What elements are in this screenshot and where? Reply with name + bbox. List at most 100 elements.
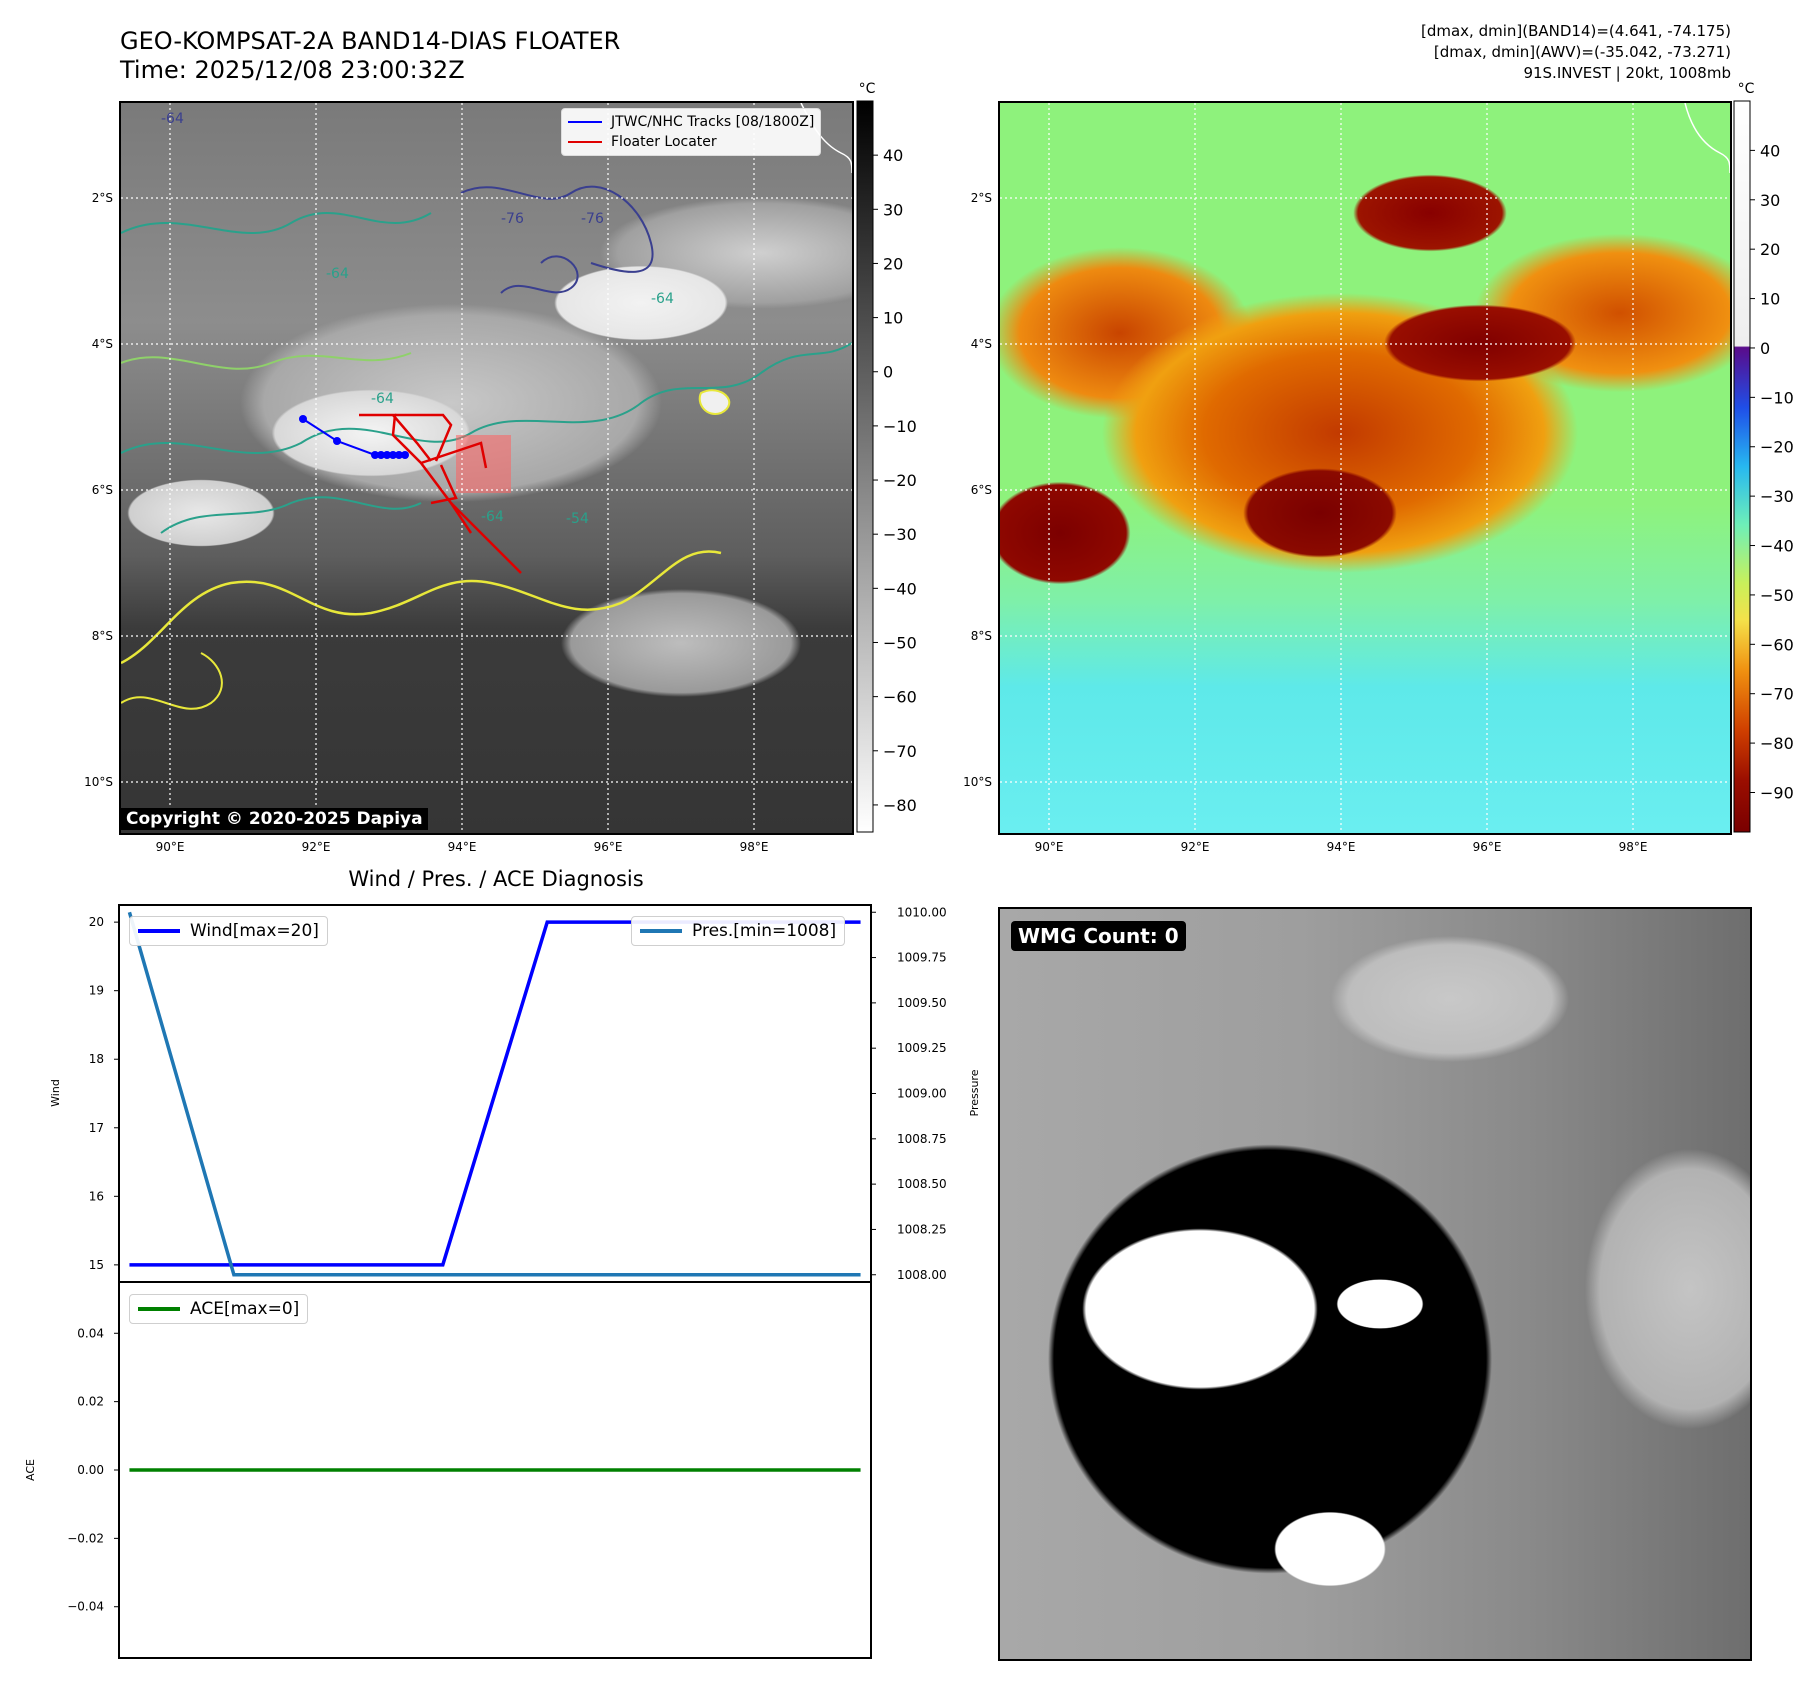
ace-axis-ticks: 0.04 0.02 0.00 −0.02 −0.04 (67, 1326, 119, 1614)
axis-tick-label: 1009.25 (897, 1041, 947, 1055)
colorbar-tick-label: −40 (883, 579, 917, 598)
lon-label: 90°E (156, 840, 185, 854)
info-band14-range: [dmax, dmin](BAND14)=(4.641, -74.175) (1420, 22, 1731, 40)
awv-lon-labels: 90°E 92°E 94°E 96°E 98°E (1035, 840, 1648, 854)
lat-label: 4°S (92, 337, 113, 351)
axis-tick-label: −0.04 (67, 1600, 104, 1614)
axis-tick-label: 1008.25 (897, 1222, 947, 1236)
lat-label: 6°S (971, 483, 992, 497)
axis-tick-label: 1010.00 (897, 905, 947, 919)
lon-label: 96°E (1473, 840, 1502, 854)
colorbar-tick-label: −60 (1760, 635, 1794, 654)
axis-tick-label: 20 (89, 915, 104, 929)
wmg-count-badge: WMG Count: 0 (1011, 921, 1186, 951)
wind-legend-label: Wind[max=20] (190, 921, 319, 941)
contour-label: -76 (581, 211, 604, 227)
contour-label: -64 (161, 111, 184, 127)
awv-colorbar-ticks: 40 30 20 10 0 −10 −20 −30 −40 −50 −60 −70 −80 −90 (1750, 141, 1794, 802)
colorbar-tick-label: −20 (883, 471, 917, 490)
wind-line-icon (138, 929, 180, 933)
colorbar-tick-label: 20 (883, 254, 903, 273)
track-line-icon (568, 121, 602, 123)
colorbar-tick-label: −50 (883, 633, 917, 652)
lon-label: 92°E (1181, 840, 1210, 854)
figure-title: GEO-KOMPSAT-2A BAND14-DIAS FLOATER (120, 27, 621, 55)
ir-lon-labels: 90°E 92°E 94°E 96°E 98°E (156, 840, 769, 854)
colorbar-tick-label: −60 (883, 688, 917, 707)
lon-label: 98°E (740, 840, 769, 854)
series-line-wind (129, 920, 861, 1267)
lat-label: 8°S (971, 629, 992, 643)
awv-lat-labels: 2°S 4°S 6°S 8°S 10°S (963, 191, 992, 789)
copyright-badge: Copyright © 2020-2025 Dapiya (121, 808, 428, 830)
colorbar-tick-label: −50 (1760, 586, 1794, 605)
contour-label: -76 (501, 211, 524, 227)
info-awv-range: [dmax, dmin](AWV)=(-35.042, -73.271) (1433, 43, 1731, 61)
colorbar-tick-label: −90 (1760, 783, 1794, 802)
contour-labels: -64 -76 -76 -64 -64 -64 -64 -54 (161, 111, 674, 527)
contour-label: -54 (566, 511, 589, 527)
colorbar-tick-label: −30 (883, 525, 917, 544)
pressure-axis-label: Pressure (968, 1069, 981, 1116)
awv-colorbar-unit: °C (1738, 81, 1755, 97)
wmg-image (998, 907, 1752, 1661)
lon-label: 96°E (594, 840, 623, 854)
ir-colorbar-unit: °C (859, 81, 876, 97)
colorbar-tick-label: −30 (1760, 487, 1794, 506)
contour-label: -64 (651, 291, 674, 307)
pressure-legend: Pres.[min=1008] (631, 916, 846, 946)
diagnosis-chart: 20 19 18 17 16 15 1010.00 1009.75 1009.50 1009.2… (24, 904, 981, 1659)
colorbar-tick-label: −10 (1760, 388, 1794, 407)
wind-axis-ticks: 20 19 18 17 16 15 (89, 915, 119, 1272)
colorbar-tick-label: −70 (1760, 685, 1794, 704)
axis-tick-label: 16 (89, 1189, 104, 1203)
wind-legend: Wind[max=20] (129, 916, 328, 946)
diagnosis-title: Wind / Pres. / ACE Diagnosis (348, 867, 644, 891)
legend-tracks-label: JTWC/NHC Tracks [08/1800Z] (611, 114, 815, 130)
wind-axis-label: Wind (49, 1079, 62, 1107)
colorbar-tick-label: 20 (1760, 240, 1780, 259)
map-legend: JTWC/NHC Tracks [08/1800Z] Floater Locat… (561, 108, 822, 156)
ir-colorbar-ticks: 40 30 20 10 0 −10 −20 −30 −40 −50 −60 −70 −80 (873, 146, 917, 815)
contour-label: -64 (326, 266, 349, 282)
colorbar-tick-label: 0 (1760, 339, 1770, 358)
ace-legend: ACE[max=0] (129, 1294, 309, 1324)
axis-tick-label: 0.04 (77, 1326, 104, 1340)
ir-overlay: -64 -76 -76 -64 -64 -64 -64 -54 (121, 103, 852, 833)
ir-colorbar (856, 100, 874, 833)
lat-label: 10°S (84, 775, 113, 789)
pressure-line-icon (640, 929, 682, 933)
axis-tick-label: 1009.50 (897, 996, 947, 1010)
lat-label: 10°S (963, 775, 992, 789)
colorbar-tick-label: −10 (883, 417, 917, 436)
lon-label: 98°E (1619, 840, 1648, 854)
axis-tick-label: 1008.00 (897, 1268, 947, 1282)
lat-label: 2°S (971, 191, 992, 205)
contour-label: -64 (371, 391, 394, 407)
axis-tick-label: 1009.00 (897, 1087, 947, 1101)
awv-colorbar (1733, 100, 1751, 833)
colorbar-tick-label: 30 (1760, 191, 1780, 210)
lat-label: 2°S (92, 191, 113, 205)
ace-line-icon (138, 1307, 180, 1311)
axis-tick-label: 1009.75 (897, 951, 947, 965)
ir-satellite-image: -64 -76 -76 -64 -64 -64 -64 -54 (119, 101, 854, 835)
axis-tick-label: −0.02 (67, 1531, 104, 1545)
colorbar-tick-label: −80 (1760, 734, 1794, 753)
colorbar-tick-label: −80 (883, 796, 917, 815)
axis-tick-label: 1008.50 (897, 1177, 947, 1191)
colorbar-tick-label: −70 (883, 742, 917, 761)
ace-legend-label: ACE[max=0] (190, 1299, 300, 1319)
ace-axis-label: ACE (24, 1459, 37, 1481)
colorbar-tick-label: −20 (1760, 438, 1794, 457)
lat-label: 6°S (92, 483, 113, 497)
colorbar-tick-label: 10 (1760, 290, 1780, 309)
colorbar-tick-label: 10 (883, 309, 903, 328)
colorbar-tick-label: 0 (883, 363, 893, 382)
map-axes: 2°S 4°S 6°S 8°S 10°S 90°E 92°E 94°E 96°E… (84, 81, 1794, 854)
axis-tick-label: 17 (89, 1121, 104, 1135)
lat-label: 4°S (971, 337, 992, 351)
legend-floater-label: Floater Locater (611, 134, 717, 150)
lat-label: 8°S (92, 629, 113, 643)
axis-tick-label: 0.00 (77, 1463, 104, 1477)
